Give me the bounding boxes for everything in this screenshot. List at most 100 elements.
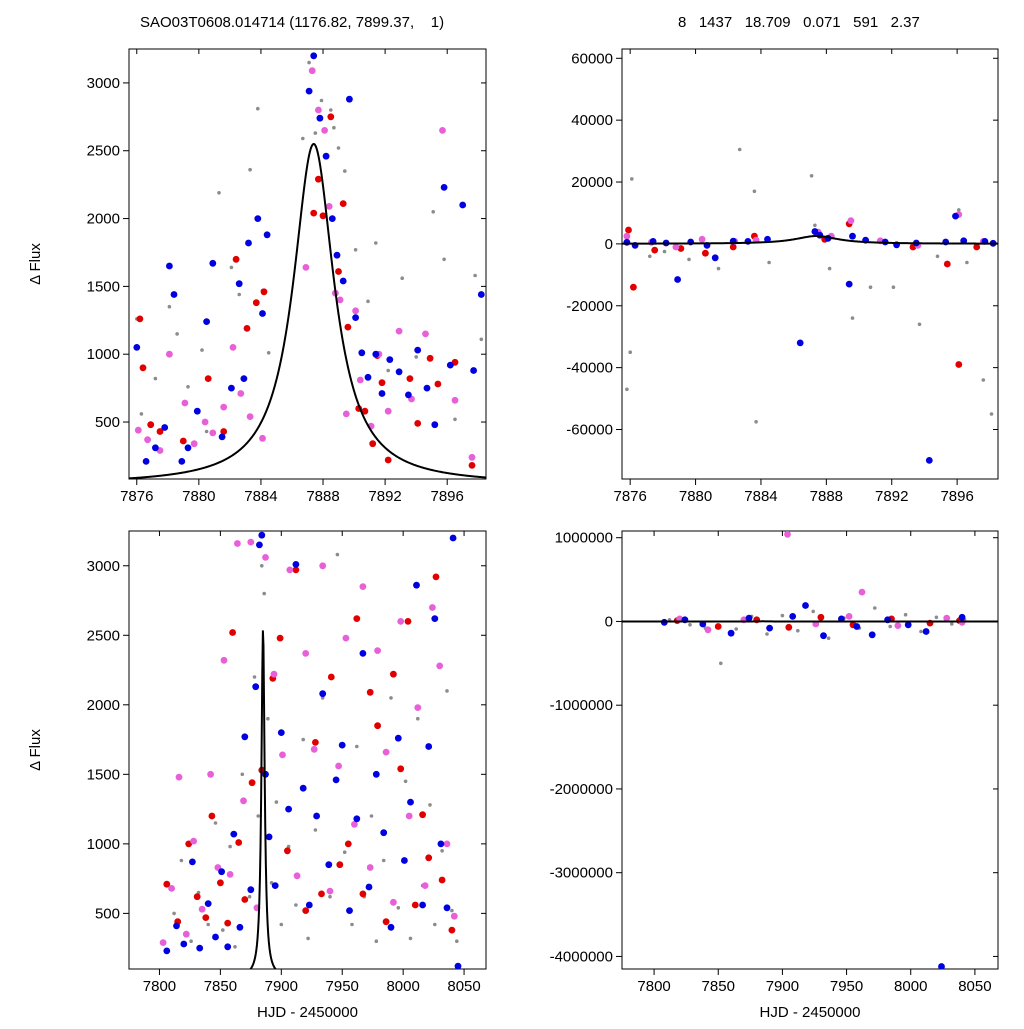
data-point-pink: [286, 567, 293, 574]
data-point-blue: [325, 861, 332, 868]
y-tick-label: 2500: [87, 143, 120, 160]
data-point-blue: [380, 829, 387, 836]
data-point-pink: [357, 377, 364, 384]
data-point-blue: [272, 882, 279, 889]
data-point-grey: [827, 636, 831, 640]
data-point-red: [137, 316, 144, 323]
data-point-grey: [765, 632, 769, 636]
data-point-pink: [343, 411, 350, 418]
x-tick-label: 8000: [894, 978, 927, 995]
data-point-blue: [386, 356, 393, 363]
data-point-grey: [206, 923, 210, 927]
x-tick-label: 7884: [244, 488, 277, 505]
data-point-red: [284, 847, 291, 854]
data-point-blue: [310, 52, 317, 59]
x-tick-label: 7880: [182, 488, 215, 505]
x-tick-label: 7876: [613, 488, 646, 505]
data-point-blue: [431, 615, 438, 622]
data-point-red: [973, 244, 980, 251]
data-point-blue: [853, 623, 860, 630]
data-point-blue: [797, 340, 804, 347]
data-point-grey: [230, 266, 234, 270]
data-point-grey: [336, 553, 340, 557]
data-point-blue: [470, 367, 477, 374]
data-point-grey: [811, 610, 815, 614]
data-point-blue: [425, 743, 432, 750]
data-point-blue: [173, 923, 180, 930]
data-point-pink: [220, 404, 227, 411]
data-point-pink: [190, 838, 197, 845]
data-point-pink: [422, 882, 429, 889]
data-point-grey: [950, 622, 954, 626]
data-point-red: [360, 891, 367, 898]
data-point-grey: [168, 305, 172, 309]
data-point-pink: [846, 613, 853, 620]
plot-frame: [622, 531, 998, 969]
data-point-grey: [409, 937, 413, 941]
data-point-red: [253, 299, 260, 306]
data-point-blue: [228, 385, 235, 392]
points-group: [129, 532, 486, 978]
data-point-grey: [366, 300, 370, 304]
data-point-blue: [447, 362, 454, 369]
data-point-blue: [264, 231, 271, 238]
data-point-red: [412, 902, 419, 909]
y-tick-label: -2000000: [550, 781, 613, 798]
data-point-grey: [767, 261, 771, 265]
data-point-grey: [965, 261, 969, 265]
data-point-pink: [439, 127, 446, 134]
data-point-red: [340, 200, 347, 207]
data-point-grey: [480, 338, 484, 342]
data-point-red: [955, 361, 962, 368]
points-group: [622, 148, 998, 464]
data-point-blue: [133, 344, 140, 351]
data-point-grey: [990, 412, 994, 416]
data-point-blue: [366, 884, 373, 891]
data-point-blue: [252, 683, 259, 690]
y-tick-label: 1500: [87, 766, 120, 783]
data-point-blue: [959, 614, 966, 621]
model-curve: [129, 144, 486, 478]
data-point-grey: [214, 821, 218, 825]
data-point-red: [327, 113, 334, 120]
data-point-red: [202, 914, 209, 921]
data-point-grey: [442, 258, 446, 262]
x-tick-label: 7950: [326, 978, 359, 995]
data-point-pink: [176, 774, 183, 781]
data-point-red: [336, 861, 343, 868]
data-point-blue: [334, 252, 341, 259]
data-point-grey: [450, 909, 454, 913]
data-point-pink: [247, 413, 254, 420]
data-point-red: [140, 364, 147, 371]
y-tick-label: -4000000: [550, 948, 613, 965]
data-point-blue: [388, 924, 395, 931]
x-tick-label: 7896: [940, 488, 973, 505]
x-axis-label: HJD - 2450000: [760, 1004, 861, 1021]
data-point-red: [625, 227, 632, 234]
x-tick-label: 7900: [265, 978, 298, 995]
data-point-blue: [766, 625, 773, 632]
model-curve: [622, 236, 998, 244]
data-point-blue: [323, 153, 330, 160]
y-tick-label: 60000: [571, 50, 613, 67]
data-point-blue: [789, 613, 796, 620]
data-point-blue: [405, 392, 412, 399]
data-point-grey: [370, 814, 374, 818]
data-point-pink: [303, 264, 310, 271]
x-tick-label: 7950: [830, 978, 863, 995]
data-point-pink: [397, 618, 404, 625]
data-point-red: [147, 421, 154, 428]
data-point-blue: [166, 263, 173, 270]
data-point-pink: [271, 671, 278, 678]
data-point-grey: [796, 629, 800, 633]
data-point-red: [383, 918, 390, 925]
data-point-blue: [306, 88, 313, 95]
data-point-grey: [275, 800, 279, 804]
data-point-grey: [262, 592, 266, 596]
data-point-pink: [352, 307, 359, 314]
object-title: SAO03T0608.014714 (1176.82, 7899.37, 1): [140, 14, 444, 31]
data-point-blue: [869, 631, 876, 638]
data-point-grey: [280, 923, 284, 927]
data-point-grey: [440, 849, 444, 853]
data-point-blue: [413, 582, 420, 589]
